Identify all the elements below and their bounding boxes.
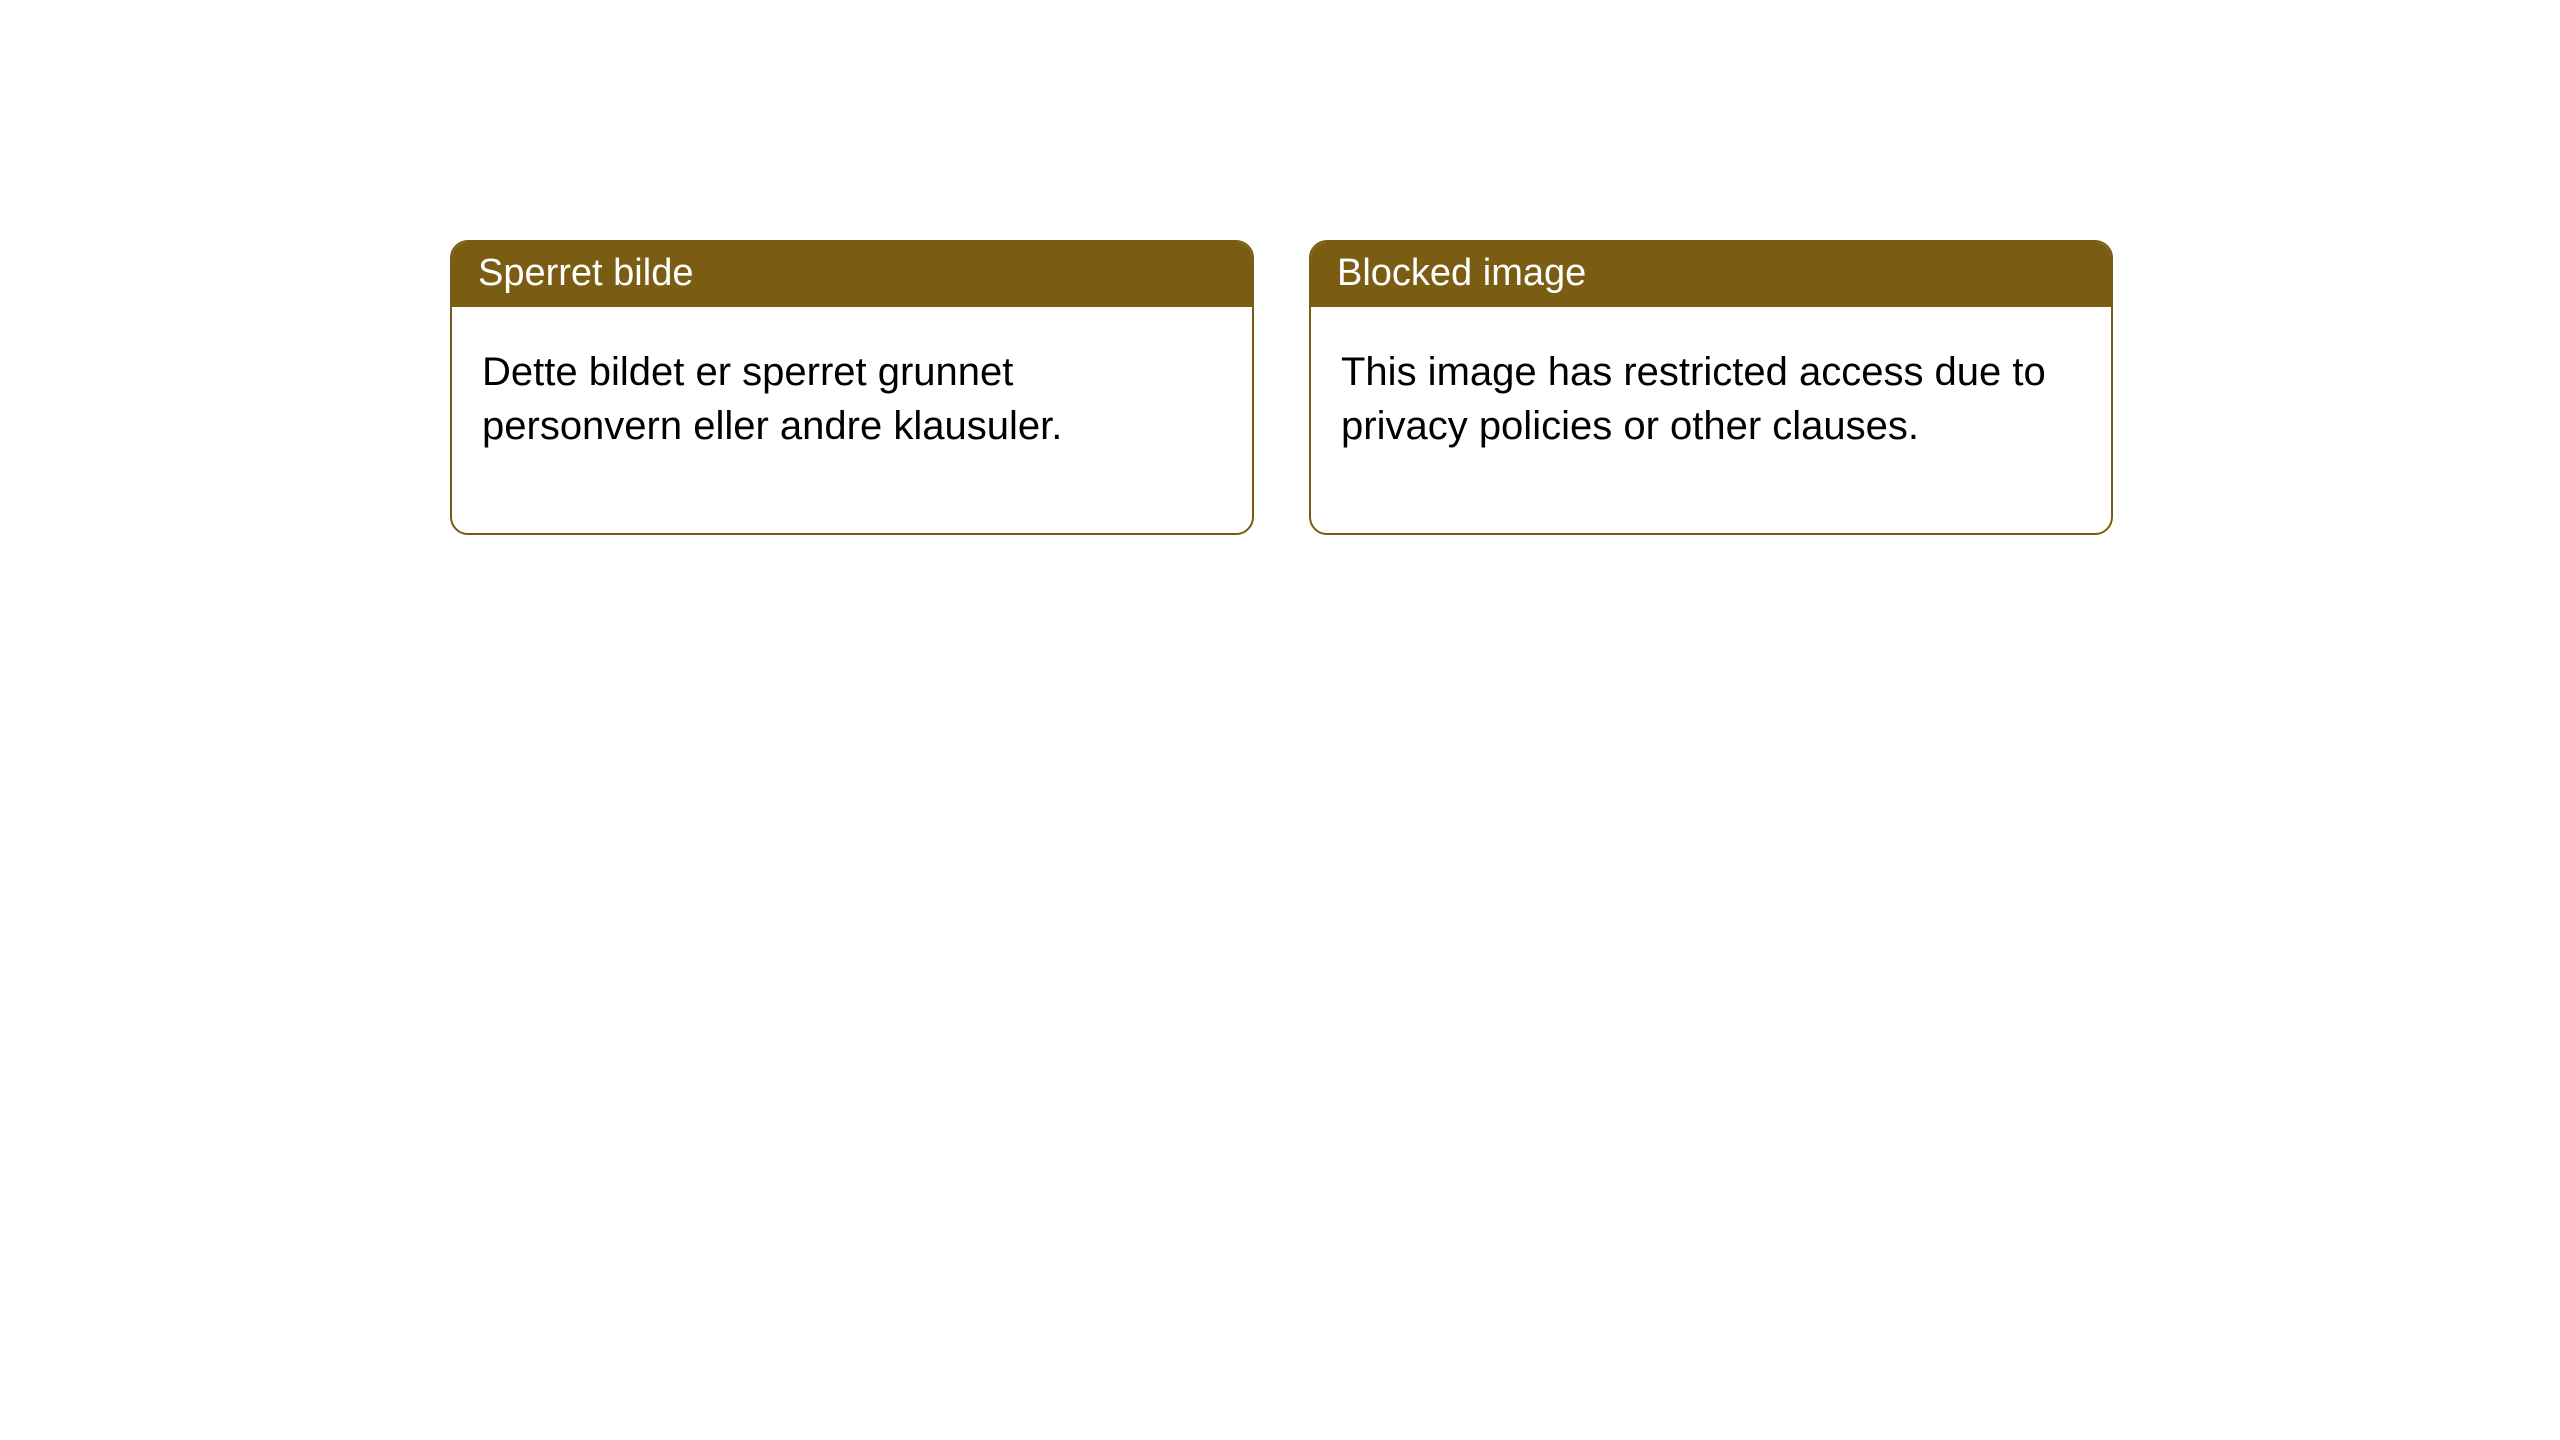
notice-card-body: This image has restricted access due to … bbox=[1311, 307, 2111, 533]
notice-card-body: Dette bildet er sperret grunnet personve… bbox=[452, 307, 1252, 533]
notice-card-title: Blocked image bbox=[1311, 242, 2111, 307]
notice-card-title: Sperret bilde bbox=[452, 242, 1252, 307]
notice-card-english: Blocked image This image has restricted … bbox=[1309, 240, 2113, 535]
notice-container: Sperret bilde Dette bildet er sperret gr… bbox=[0, 0, 2560, 535]
notice-card-norwegian: Sperret bilde Dette bildet er sperret gr… bbox=[450, 240, 1254, 535]
